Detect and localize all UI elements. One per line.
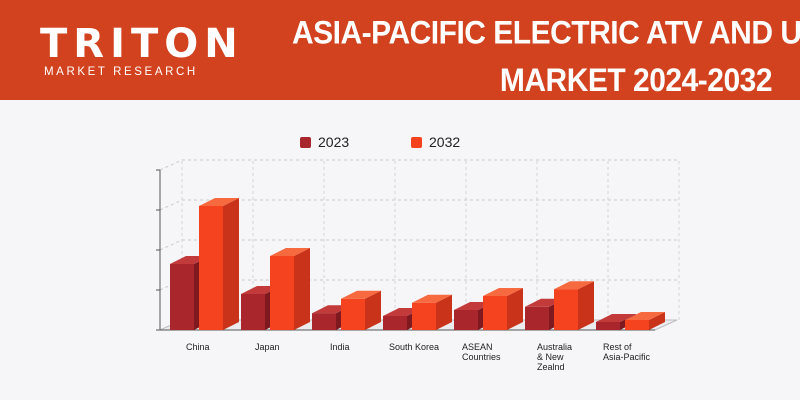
logo-wordmark: TRITON [40, 21, 244, 67]
title-line-2: MARKET 2024-2032 [499, 62, 773, 99]
bar-2023-1 [241, 294, 265, 330]
triton-logo: TRITON MARKET RESEARCH [40, 18, 240, 84]
bar-side-2032-3 [436, 294, 452, 330]
x-tick-label-line: & New [537, 352, 564, 362]
bar-side-2032-5 [578, 281, 594, 330]
bar-2032-1 [270, 256, 294, 330]
bar-top-2032-2 [341, 290, 381, 299]
gridline-diag [159, 239, 183, 251]
bar-side-2032-0 [223, 198, 239, 330]
x-tick-label-line: Japan [255, 342, 280, 352]
gridline-diag [159, 199, 183, 211]
bar-side-2032-6 [649, 312, 665, 330]
bar-2023-5 [525, 306, 549, 330]
bar-2023-0 [170, 264, 194, 330]
bar-2032-4 [483, 296, 507, 330]
x-tick-label-line: India [330, 342, 350, 352]
header-banner: TRITON MARKET RESEARCH ASIA-PACIFIC ELEC… [0, 0, 800, 100]
bar-2023-6 [596, 322, 620, 330]
bar-top-2032-3 [412, 294, 452, 303]
x-tick-label-line: Australia [537, 342, 573, 352]
x-tick-label-line: China [186, 342, 210, 352]
x-tick-label: South Korea [389, 342, 439, 352]
bar-top-2032-0 [199, 198, 239, 206]
legend-swatch-2032 [411, 136, 422, 148]
bar-chart [156, 159, 680, 331]
bar-2032-2 [341, 298, 365, 330]
legend-item-2032: 2032 [411, 133, 460, 151]
x-tick-label: Rest of Asia-Pacific [603, 342, 650, 362]
bar-side-2032-1 [294, 248, 310, 330]
gridline-diag [159, 159, 183, 171]
x-tick-label-line: South Korea [389, 342, 440, 352]
x-tick-label: Australia & New Zealnd [537, 342, 572, 372]
legend-label-2032: 2032 [429, 134, 461, 150]
bar-top-2032-4 [483, 288, 523, 296]
bar-2023-3 [383, 316, 407, 330]
bar-top-2023-6 [596, 314, 636, 322]
logo-subtext: MARKET RESEARCH [44, 66, 198, 78]
bar-top-2032-1 [270, 248, 310, 256]
x-tick-label: China [186, 342, 210, 352]
x-tick-label-line: Rest of [603, 342, 632, 352]
x-tick-label: India [330, 342, 350, 352]
legend-swatch-2023 [300, 136, 311, 148]
bar-2032-0 [199, 206, 223, 330]
bar-top-2032-6 [625, 312, 665, 320]
legend-label-2023: 2023 [318, 134, 350, 150]
x-tick-label: Japan [255, 342, 280, 352]
title-line-1: ASIA-PACIFIC ELECTRIC ATV AND UTV [292, 15, 800, 52]
x-tick-label-line: Zealnd [537, 362, 565, 372]
x-tick-label-line: ASEAN [462, 342, 493, 352]
x-tick-label-line: Asia-Pacific [603, 352, 651, 362]
bar-side-2032-4 [507, 288, 523, 330]
bar-2032-5 [554, 289, 578, 330]
bar-2023-4 [454, 310, 478, 330]
page-title: ASIA-PACIFIC ELECTRIC ATV AND UTV MARKET… [292, 10, 800, 105]
x-tick-label: ASEAN Countries [462, 342, 501, 362]
bar-2023-2 [312, 313, 336, 330]
bar-2032-3 [412, 302, 436, 330]
legend-item-2023: 2023 [300, 133, 349, 151]
bar-side-2032-2 [365, 290, 381, 330]
bar-2032-6 [625, 320, 649, 330]
x-tick-label-line: Countries [462, 352, 501, 362]
bar-top-2032-5 [554, 281, 594, 290]
